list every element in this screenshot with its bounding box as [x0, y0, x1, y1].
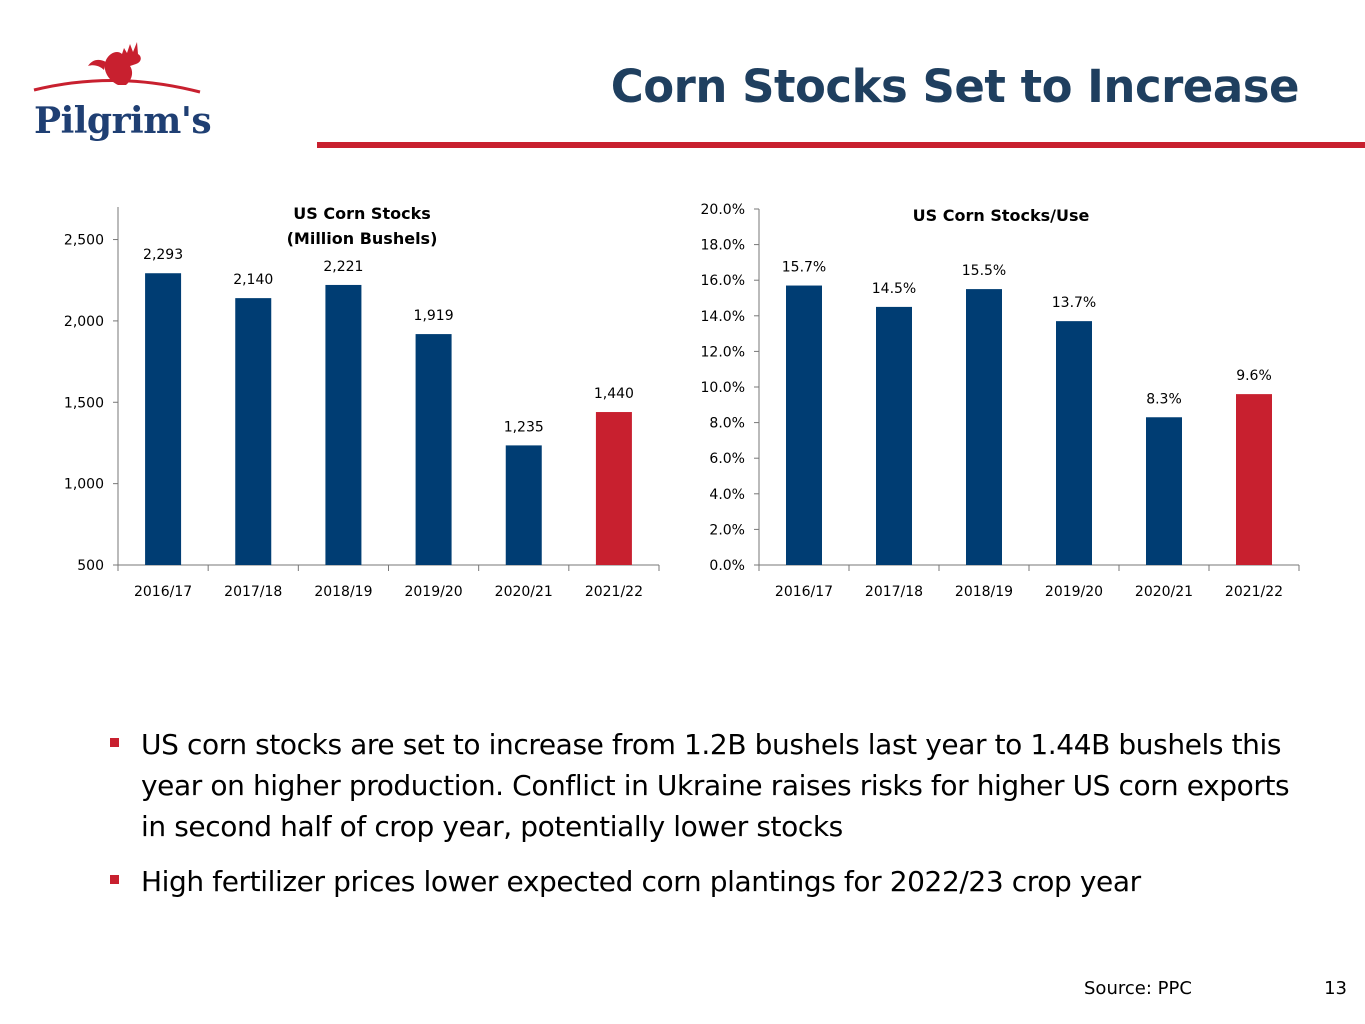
y-tick-label: 0.0%: [709, 558, 745, 574]
page-title: Corn Stocks Set to Increase: [610, 60, 1300, 113]
title-divider: [317, 142, 1365, 148]
page-number: 13: [1324, 978, 1347, 999]
x-tick-label: 2016/17: [775, 584, 833, 600]
bullet-list: US corn stocks are set to increase from …: [108, 724, 1308, 916]
y-tick-label: 500: [77, 558, 104, 574]
chart-title: US Corn Stocks/Use: [913, 206, 1090, 225]
bar: [595, 412, 632, 565]
rooster-icon: [33, 42, 201, 94]
bar: [505, 445, 542, 565]
logo-wordmark: Pilgrim's: [34, 100, 212, 142]
pilgrims-logo: Pilgrim's: [30, 30, 212, 145]
bar: [1056, 321, 1092, 565]
data-label: 14.5%: [872, 281, 916, 297]
y-tick-label: 20.0%: [701, 202, 745, 218]
data-label: 1,440: [594, 386, 634, 402]
x-tick-label: 2020/21: [495, 584, 553, 600]
data-label: 2,221: [323, 259, 363, 275]
y-tick-label: 8.0%: [709, 416, 745, 432]
bullet-item: US corn stocks are set to increase from …: [108, 724, 1308, 847]
bar: [145, 273, 182, 565]
us-corn-stocks-use-chart: 0.0% 2.0% 4.0% 6.0% 8.0% 10.0% 12.0% 14.0% 16.0%…: [701, 202, 1300, 600]
y-tick-label: 2,500: [64, 233, 104, 249]
chart-title: US Corn Stocks: [293, 204, 430, 223]
bar: [786, 285, 822, 565]
y-tick-label: 16.0%: [701, 273, 745, 289]
data-label: 9.6%: [1236, 368, 1272, 384]
y-tick-label: 18.0%: [701, 238, 745, 254]
x-tick-label: 2021/22: [1225, 584, 1283, 600]
y-tick-label: 1,000: [64, 477, 104, 493]
y-tick-label: 1,500: [64, 395, 104, 411]
bar: [1236, 394, 1272, 565]
bullet-marker: [110, 875, 119, 884]
source-note: Source: PPC: [1084, 978, 1192, 999]
y-tick-label: 10.0%: [701, 380, 745, 396]
y-tick-label: 4.0%: [709, 487, 745, 503]
bar: [235, 298, 272, 565]
data-label: 8.3%: [1146, 391, 1182, 407]
bar: [325, 284, 362, 565]
y-tick-label: 14.0%: [701, 309, 745, 325]
data-label: 1,235: [504, 419, 544, 435]
x-tick-label: 2017/18: [224, 584, 282, 600]
data-label: 2,293: [143, 247, 183, 263]
x-tick-label: 2021/22: [585, 584, 643, 600]
bullet-item: High fertilizer prices lower expected co…: [108, 861, 1308, 902]
bullet-text: High fertilizer prices lower expected co…: [141, 865, 1141, 898]
y-tick-label: 2.0%: [709, 522, 745, 538]
bar: [876, 306, 912, 565]
data-label: 15.7%: [782, 260, 826, 276]
x-tick-label: 2020/21: [1135, 584, 1193, 600]
x-tick-label: 2018/19: [314, 584, 372, 600]
bullet-marker: [110, 738, 119, 747]
bar: [966, 289, 1002, 565]
y-tick-label: 12.0%: [701, 344, 745, 360]
data-label: 1,919: [414, 308, 454, 324]
chart-title: (Million Bushels): [287, 229, 438, 248]
data-label: 13.7%: [1052, 295, 1096, 311]
us-corn-stocks-chart: 500 1,000 1,500 2,000 2,500 2016/17 2,293 2017/…: [64, 204, 660, 600]
x-tick-label: 2016/17: [134, 584, 192, 600]
data-label: 2,140: [233, 272, 273, 288]
bullet-text: US corn stocks are set to increase from …: [141, 728, 1290, 843]
x-tick-label: 2018/19: [955, 584, 1013, 600]
y-tick-label: 6.0%: [709, 451, 745, 467]
x-tick-label: 2019/20: [1045, 584, 1103, 600]
bar: [1146, 417, 1182, 565]
y-tick-label: 2,000: [64, 314, 104, 330]
data-label: 15.5%: [962, 263, 1006, 279]
bar: [415, 334, 452, 565]
x-tick-label: 2017/18: [865, 584, 923, 600]
x-tick-label: 2019/20: [404, 584, 462, 600]
